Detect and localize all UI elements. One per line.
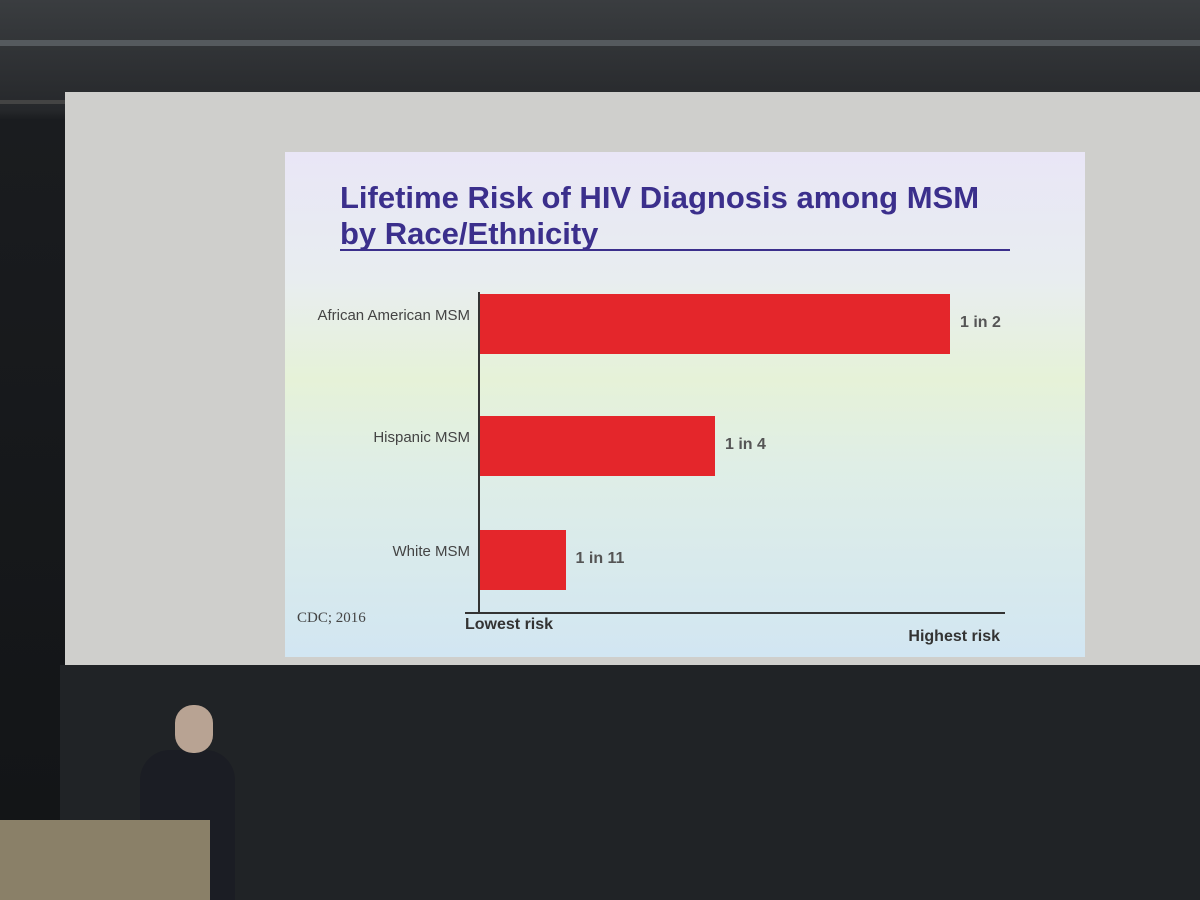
bar [480,530,566,590]
axis-start-label: Lowest risk [465,616,554,633]
category-label: Hispanic MSM [373,429,470,446]
chart-title: Lifetime Risk of HIV Diagnosis among MSM… [340,180,980,251]
value-label: 1 in 11 [575,550,625,567]
slide: Lifetime Risk of HIV Diagnosis among MSM… [285,152,1085,657]
bar [480,416,715,476]
bar [480,294,950,354]
speaker-head [175,705,213,753]
category-label: White MSM [392,543,470,560]
axis-end-label: Highest risk [908,628,1000,645]
ceiling-truss [0,40,1200,46]
value-label: 1 in 4 [725,436,766,453]
blackboard [60,665,1200,900]
category-label: African American MSM [317,307,470,324]
podium [0,820,210,900]
title-rule [340,249,1010,251]
source: CDC; 2016 [297,610,366,626]
value-label: 1 in 2 [960,314,1001,331]
x-axis [465,612,1005,614]
y-axis [478,292,480,612]
